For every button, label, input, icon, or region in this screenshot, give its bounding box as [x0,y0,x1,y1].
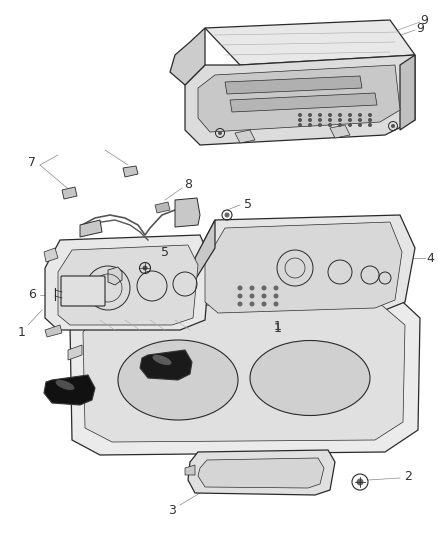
FancyBboxPatch shape [61,276,105,306]
Circle shape [318,118,321,122]
Polygon shape [83,302,405,442]
Circle shape [238,286,242,290]
Polygon shape [45,325,62,337]
Polygon shape [58,245,198,325]
Text: 5: 5 [244,198,252,212]
Polygon shape [155,202,170,213]
Text: 9: 9 [416,21,424,35]
Polygon shape [225,76,362,94]
Circle shape [368,124,371,126]
Circle shape [262,294,266,298]
Circle shape [328,114,332,117]
Circle shape [308,124,311,126]
Polygon shape [185,465,195,475]
Polygon shape [230,93,377,112]
Text: 9: 9 [420,13,428,27]
Polygon shape [205,20,415,65]
Polygon shape [330,125,350,138]
Polygon shape [44,375,95,405]
Polygon shape [80,220,102,237]
Circle shape [274,294,278,298]
Polygon shape [140,350,192,380]
Text: 1: 1 [18,326,26,338]
Circle shape [262,286,266,290]
Polygon shape [175,198,200,227]
Circle shape [339,118,342,122]
Circle shape [318,124,321,126]
Circle shape [308,118,311,122]
Circle shape [238,302,242,306]
Circle shape [349,124,352,126]
Circle shape [274,302,278,306]
Polygon shape [45,235,210,330]
Circle shape [250,286,254,290]
Circle shape [339,124,342,126]
Text: 1: 1 [274,321,282,335]
Circle shape [368,118,371,122]
Circle shape [358,118,361,122]
Polygon shape [123,166,138,177]
Circle shape [299,118,301,122]
Circle shape [308,114,311,117]
Text: 2: 2 [404,471,412,483]
Circle shape [299,124,301,126]
Circle shape [392,125,395,127]
Polygon shape [62,187,77,199]
Circle shape [219,132,222,134]
Polygon shape [70,290,420,455]
Text: 7: 7 [28,156,36,168]
Polygon shape [68,345,82,360]
Circle shape [328,118,332,122]
Circle shape [262,302,266,306]
Circle shape [349,114,352,117]
Ellipse shape [56,380,74,390]
Circle shape [299,114,301,117]
Polygon shape [195,215,415,318]
Polygon shape [198,458,324,488]
Text: 8: 8 [184,177,192,190]
Polygon shape [188,450,335,495]
Circle shape [143,266,147,270]
Ellipse shape [250,341,370,416]
Ellipse shape [152,355,172,365]
Circle shape [349,118,352,122]
Circle shape [225,213,229,217]
Text: 6: 6 [28,288,36,302]
Circle shape [328,124,332,126]
Polygon shape [235,130,255,143]
Text: 4: 4 [426,252,434,264]
Circle shape [318,114,321,117]
Text: 1: 1 [274,319,282,333]
Polygon shape [400,55,415,130]
Polygon shape [198,65,400,132]
Polygon shape [44,248,58,262]
Circle shape [358,124,361,126]
Ellipse shape [118,340,238,420]
Polygon shape [170,28,205,85]
Text: 3: 3 [168,504,176,516]
Circle shape [238,294,242,298]
Circle shape [250,294,254,298]
Polygon shape [108,267,122,285]
Circle shape [274,286,278,290]
Polygon shape [195,220,215,280]
Polygon shape [205,222,402,313]
Circle shape [357,479,363,485]
Text: 5: 5 [161,246,169,260]
Circle shape [250,302,254,306]
Circle shape [339,114,342,117]
Polygon shape [185,55,415,145]
Circle shape [358,114,361,117]
Circle shape [368,114,371,117]
